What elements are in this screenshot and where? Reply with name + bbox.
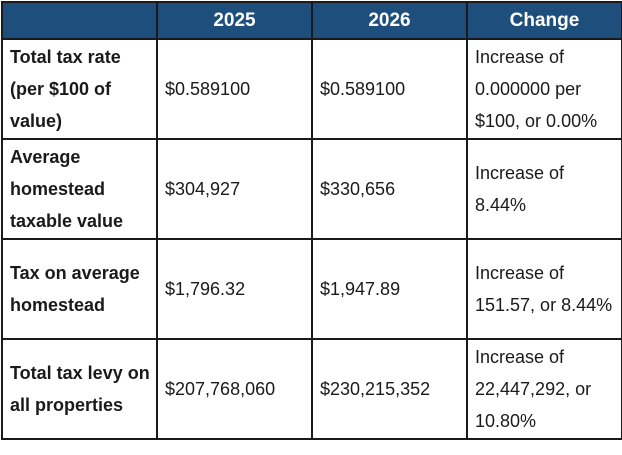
- row-label: Average homestead taxable value: [1, 138, 158, 240]
- table-row: Total tax levy on all properties $207,76…: [1, 338, 622, 440]
- value-2025: $304,927: [156, 138, 313, 240]
- value-change: Increase of 22,447,292, or 10.80%: [466, 338, 622, 440]
- table-row: Total tax rate (per $100 of value) $0.58…: [1, 38, 622, 140]
- value-change: Increase of 0.000000 per $100, or 0.00%: [466, 38, 622, 140]
- value-change: Increase of 8.44%: [466, 138, 622, 240]
- tax-comparison-table: 2025 2026 Change Total tax rate (per $10…: [1, 1, 622, 440]
- table-row: Tax on average homestead $1,796.32 $1,94…: [1, 238, 622, 340]
- header-blank: [1, 1, 158, 40]
- value-2026: $0.589100: [311, 38, 468, 140]
- value-2026: $1,947.89: [311, 238, 468, 340]
- value-2025: $0.589100: [156, 38, 313, 140]
- value-2025: $1,796.32: [156, 238, 313, 340]
- value-2026: $230,215,352: [311, 338, 468, 440]
- table-body: Total tax rate (per $100 of value) $0.58…: [1, 38, 622, 440]
- header-change: Change: [466, 1, 622, 40]
- header-2026: 2026: [311, 1, 468, 40]
- value-2026: $330,656: [311, 138, 468, 240]
- header-row: 2025 2026 Change: [1, 1, 622, 40]
- row-label: Total tax rate (per $100 of value): [1, 38, 158, 140]
- row-label: Total tax levy on all properties: [1, 338, 158, 440]
- value-2025: $207,768,060: [156, 338, 313, 440]
- row-label: Tax on average homestead: [1, 238, 158, 340]
- value-change: Increase of 151.57, or 8.44%: [466, 238, 622, 340]
- table-row: Average homestead taxable value $304,927…: [1, 138, 622, 240]
- table-header: 2025 2026 Change: [1, 1, 622, 40]
- header-2025: 2025: [156, 1, 313, 40]
